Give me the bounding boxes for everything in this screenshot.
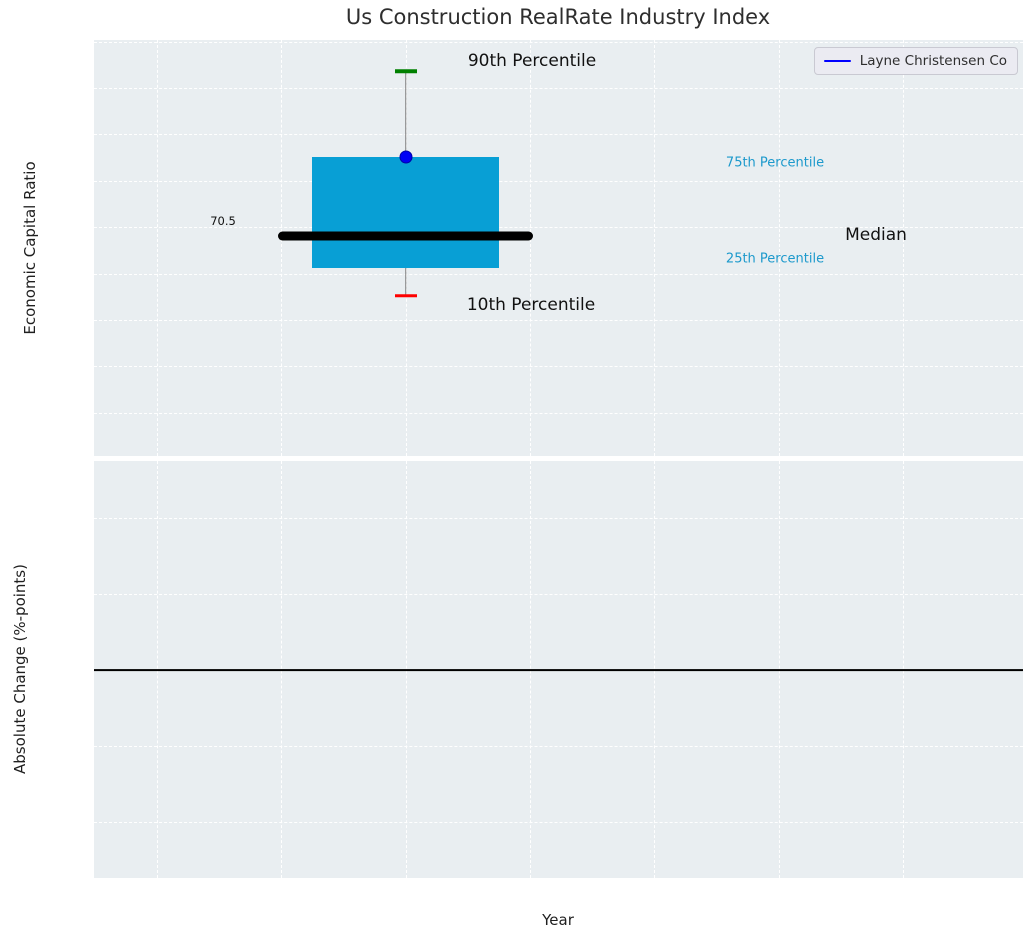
median-value-label: 70.5	[210, 214, 236, 228]
gridline-vertical	[281, 40, 283, 456]
annotation-90th-percentile: 90th Percentile	[467, 51, 597, 71]
legend-line-sample	[823, 59, 851, 63]
gridline-vertical	[654, 40, 656, 456]
gridline-vertical	[902, 40, 904, 456]
y-axis-label-top: Economic Capital Ratio	[21, 161, 39, 335]
p10-cap	[394, 294, 417, 298]
legend-label: Layne Christensen Co	[859, 53, 1007, 69]
gridline-horizontal	[94, 88, 1023, 90]
annotation-median: Median	[845, 225, 907, 245]
gridline-horizontal	[94, 821, 1023, 823]
legend: Layne Christensen Co	[813, 47, 1018, 75]
bottom-plot-area: 2011.62011.82012.02012.22012.42012.62012…	[94, 461, 1023, 878]
gridline-horizontal	[94, 273, 1023, 275]
annotation-25th-percentile: 25th Percentile	[725, 251, 825, 267]
median-line	[278, 231, 533, 241]
company-marker-dot	[399, 150, 413, 164]
gridline-horizontal	[94, 134, 1023, 136]
gridline-vertical	[529, 40, 531, 456]
gridline-horizontal	[94, 319, 1023, 321]
annotation-75th-percentile: 75th Percentile	[725, 155, 825, 171]
gridline-horizontal	[94, 412, 1023, 414]
top-plot-area: 90th Percentile 75th Percentile Median 2…	[94, 40, 1023, 456]
gridline-horizontal	[94, 518, 1023, 520]
annotation-10th-percentile: 10th Percentile	[466, 295, 596, 315]
y-axis-label-bottom: Absolute Change (%-points)	[11, 564, 29, 774]
x-axis-label: Year	[542, 911, 574, 929]
gridline-horizontal	[94, 594, 1023, 596]
gridline-horizontal	[94, 366, 1023, 368]
chart-title: Us Construction RealRate Industry Index	[345, 5, 771, 29]
gridline-vertical	[778, 40, 780, 456]
iqr-box	[312, 156, 499, 269]
gridline-horizontal	[94, 227, 1023, 229]
gridline-horizontal	[94, 745, 1023, 747]
gridline-horizontal	[94, 180, 1023, 182]
p90-cap	[394, 69, 417, 74]
gridline-horizontal	[94, 41, 1023, 43]
gridline-vertical	[156, 40, 158, 456]
zero-line	[94, 668, 1023, 671]
